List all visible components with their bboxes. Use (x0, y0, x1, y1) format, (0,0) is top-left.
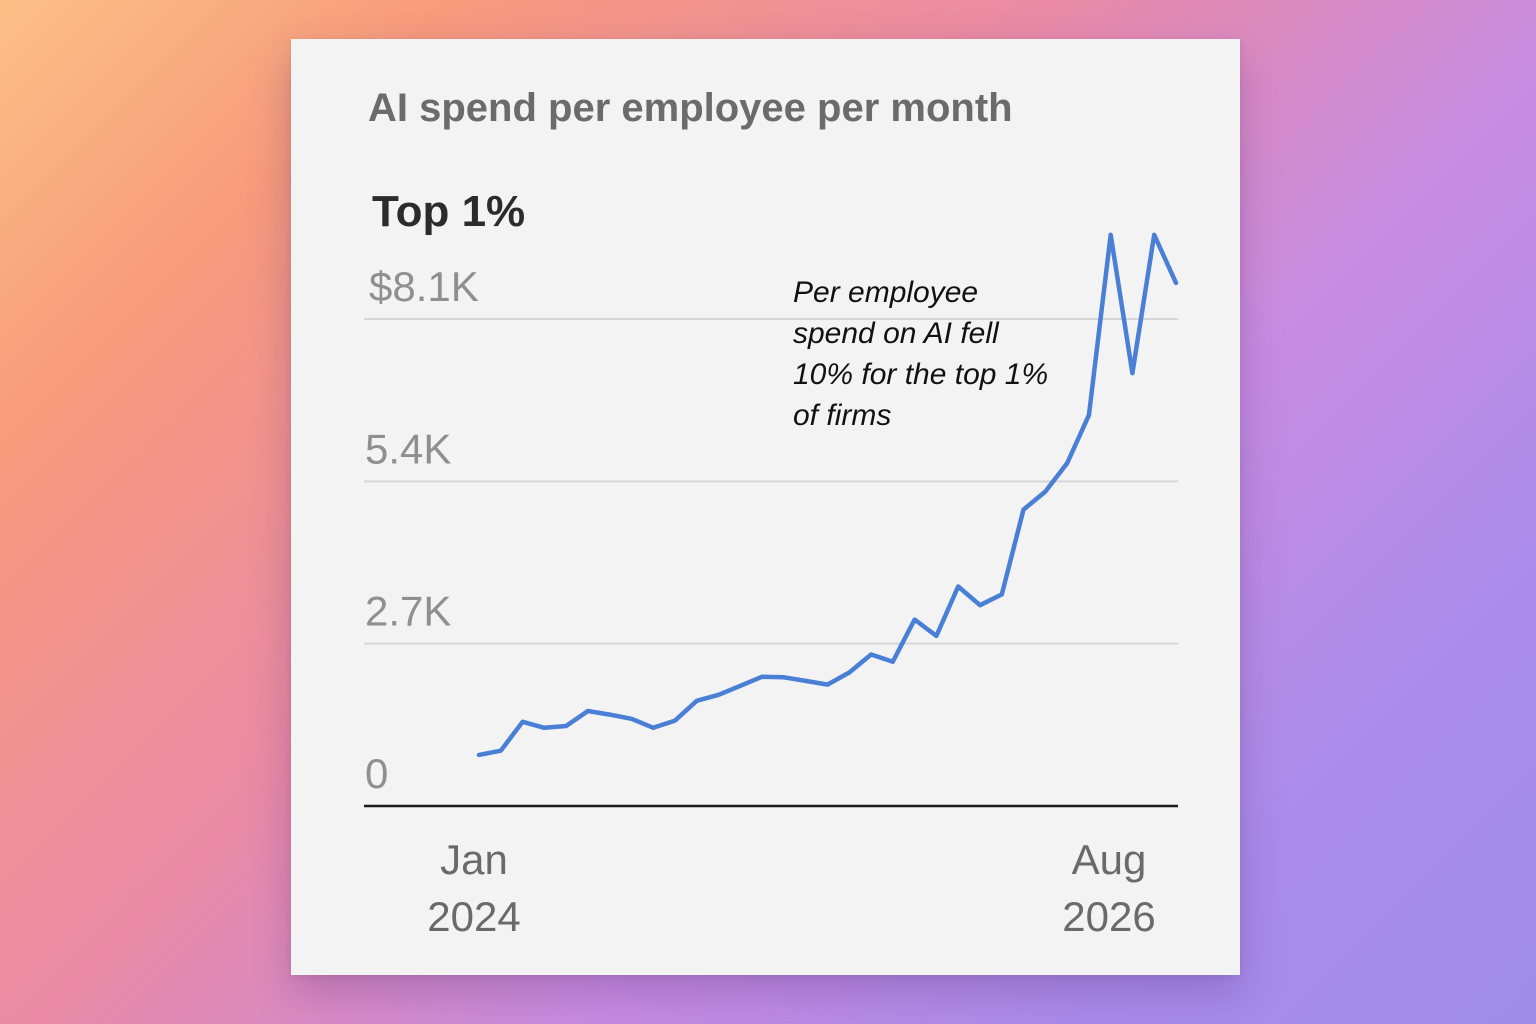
x-axis-ticks: Jan 2024 Aug 2026 (427, 836, 1155, 940)
y-tick-label: 0 (365, 750, 388, 797)
gridlines (364, 318, 1178, 645)
line-chart: 0 2.7K 5.4K $8.1K Jan 2024 Aug 2026 (364, 232, 1179, 940)
x-tick-label: Aug 2026 (1062, 836, 1155, 940)
chart-title: AI spend per employee per month (368, 86, 1013, 130)
x-tick-label: Jan 2024 (427, 836, 520, 940)
series-line (476, 232, 1179, 758)
chart-card: AI spend per employee per month Top 1% 0… (291, 39, 1240, 975)
chart-subtitle: Top 1% (372, 187, 526, 236)
chart-annotation: Per employee spend on AI fell 10% for th… (793, 276, 1049, 432)
y-axis-ticks: 0 2.7K 5.4K $8.1K (365, 263, 479, 797)
y-tick-label: 5.4K (365, 425, 451, 472)
y-tick-label: $8.1K (369, 263, 479, 310)
y-tick-label: 2.7K (365, 588, 451, 635)
